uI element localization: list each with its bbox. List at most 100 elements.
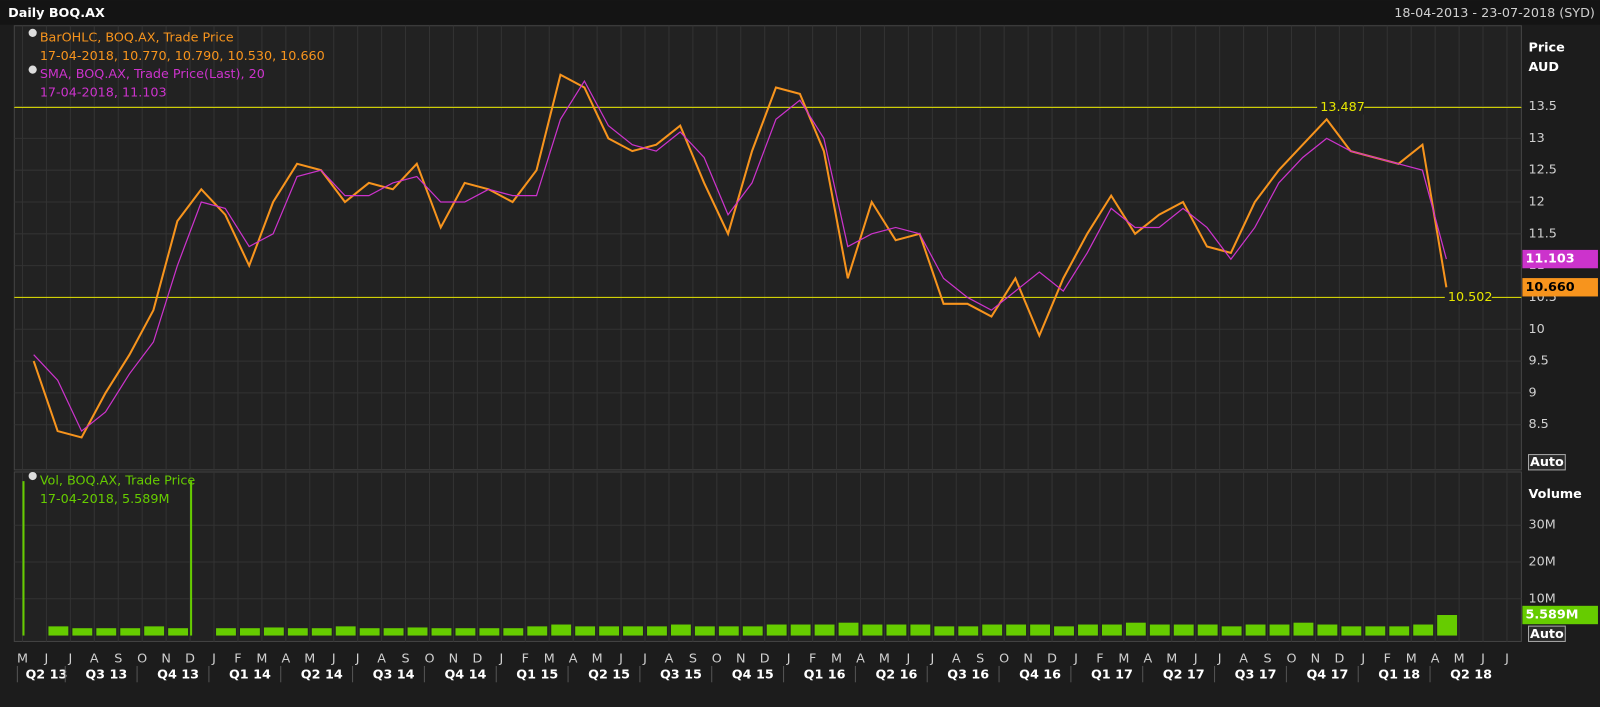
volume-bar [335,626,356,636]
volume-bar [359,628,380,636]
x-tick-label: S [1263,651,1271,666]
x-tick-label: F [522,651,529,666]
volume-bar [647,626,667,636]
quarter-label: Q2 14 [301,668,343,683]
x-tick-label: M [1166,651,1177,666]
volume-bar [1125,622,1146,636]
x-tick-label: O [999,651,1009,666]
date-range: 18-04-2013 - 23-07-2018 (SYD) [1394,6,1595,21]
volume-bar [72,628,93,636]
volume-bar [407,627,428,636]
quarter-label: Q1 15 [516,668,558,683]
axis-title: Volume [1529,487,1583,502]
volume-bar [168,628,189,636]
volume-bar [431,628,452,636]
x-tick-label: M [1406,651,1417,666]
x-tick-label: O [424,651,434,666]
y-tick-label: 20M [1529,555,1556,570]
legend-icon[interactable] [28,471,37,481]
x-tick-label: J [618,651,623,666]
x-tick-label: S [976,651,984,666]
volume-bar [48,626,69,636]
volume-bar [718,626,739,636]
x-tick-label: F [234,651,241,666]
volume-bar [527,626,548,636]
x-tick-label: S [689,651,697,666]
y-tick-label: 13.5 [1529,99,1557,114]
quarter-label: Q3 15 [660,668,702,683]
x-tick-label: D [185,651,195,666]
legend-icon[interactable] [28,65,37,74]
y-tick-label: 9.5 [1529,354,1549,369]
x-tick-label: N [1311,651,1321,666]
axis-title: Price [1529,41,1566,56]
volume-bar [1173,624,1194,636]
x-tick-label: M [17,651,28,666]
volume-bar [886,624,907,636]
x-tick-label: J [906,651,911,666]
x-tick-label: J [929,651,934,666]
auto-label[interactable]: Auto [1530,627,1564,642]
x-tick-label: J [498,651,503,666]
price-line [33,79,1447,433]
x-tick-label: J [642,651,647,666]
legend-icon[interactable] [28,28,37,37]
legend-detail: 17-04-2018, 11.103 [40,86,167,101]
x-tick-label: M [544,651,555,666]
level-label-bg [1444,290,1492,305]
volume-bar [1317,624,1338,636]
quarter-label: Q4 17 [1306,668,1348,683]
volume-bar [96,628,117,636]
volume-bar [120,628,141,636]
x-tick-label: S [114,651,122,666]
x-tick-label: J [331,651,336,666]
legend-detail: 17-04-2018, 10.770, 10.790, 10.530, 10.6… [40,49,325,64]
x-tick-label: A [1239,651,1248,666]
x-tick-label: J [44,651,49,666]
last-value-box [1522,605,1598,625]
quarter-label: Q4 14 [444,668,486,683]
auto-button[interactable] [1528,454,1566,471]
x-tick-label: A [1143,651,1152,666]
x-tick-label: F [1096,651,1103,666]
auto-button[interactable] [1528,625,1566,642]
x-tick-label: O [137,651,147,666]
x-tick-label: J [1217,651,1222,666]
x-tick-label: A [856,651,865,666]
quarter-label: Q2 17 [1163,668,1205,683]
y-tick-label: 9 [1529,385,1537,400]
volume-bar [599,626,620,636]
volume-bar [790,624,811,636]
x-tick-label: M [256,651,267,666]
x-tick-label: M [304,651,315,666]
last-value-box [1522,249,1598,269]
header-bar [0,0,1600,25]
volume-bar [1341,626,1362,636]
x-tick-label: M [592,651,603,666]
y-tick-label: 10M [1529,591,1556,606]
auto-label[interactable]: Auto [1530,455,1564,470]
volume-bar [958,626,979,636]
quarter-label: Q2 13 [25,668,67,683]
volume-bar [503,628,524,636]
x-tick-label: M [831,651,842,666]
y-tick-label: 13 [1529,131,1545,146]
volume-bar [742,626,763,636]
x-tick-label: M [879,651,890,666]
quarter-label: Q4 16 [1019,668,1061,683]
volume-bar [1030,624,1051,636]
x-tick-label: J [1480,651,1485,666]
volume-bar [670,624,691,636]
volume-bar [1006,624,1027,636]
volume-bar [694,626,715,636]
level-label: 10.502 [1448,290,1493,305]
last-value-box [1522,278,1598,297]
x-tick-label: M [1454,651,1465,666]
y-tick-label: 11.5 [1529,226,1557,241]
volume-bar [22,481,25,636]
x-tick-label: M [1118,651,1129,666]
volume-bar [287,628,308,636]
last-value-label: 10.660 [1525,280,1574,295]
